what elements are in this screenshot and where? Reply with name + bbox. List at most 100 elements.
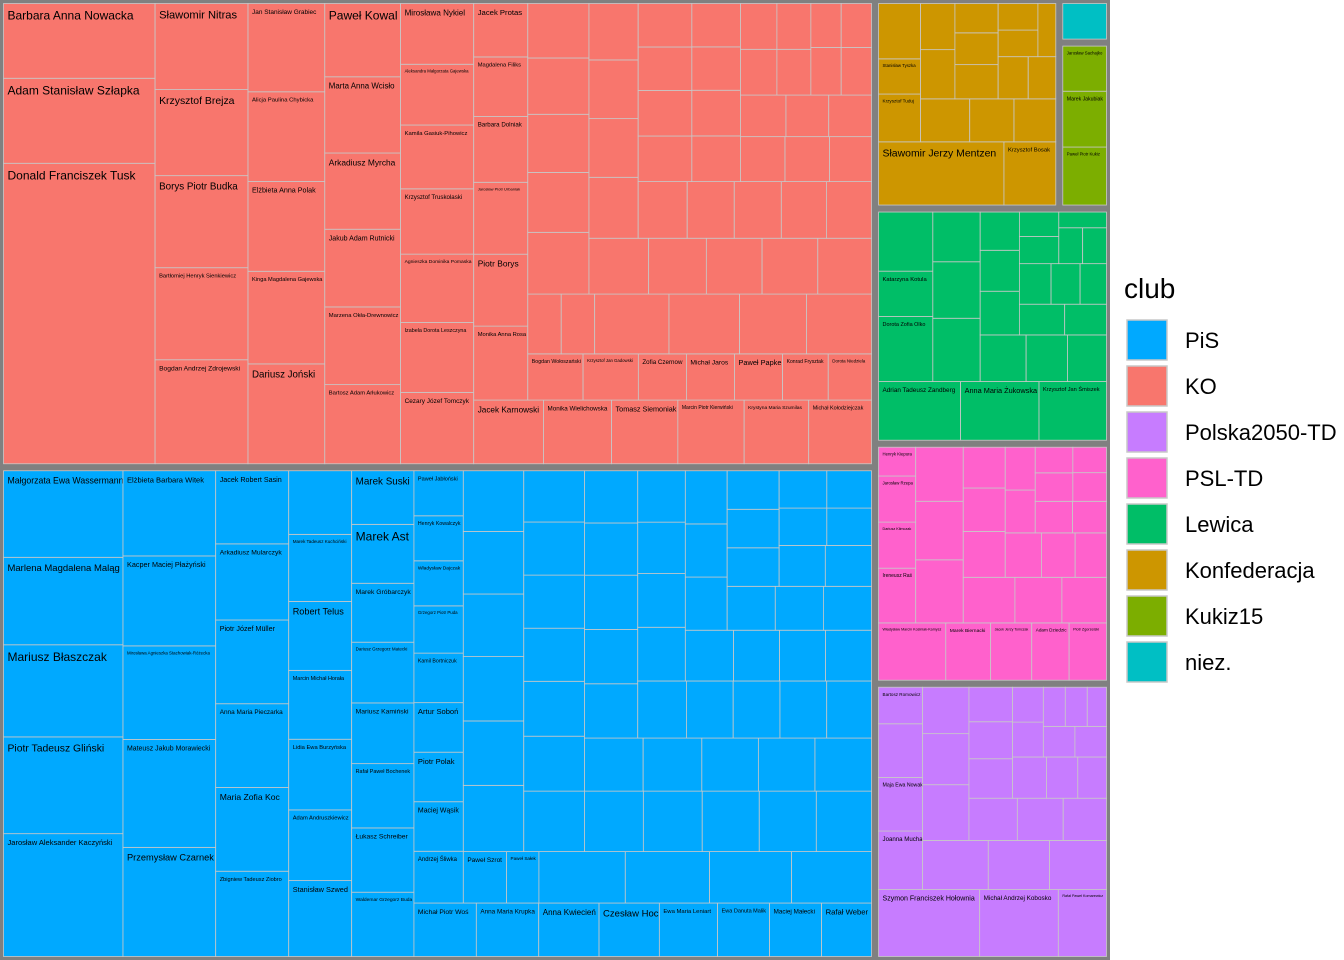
- treemap-cell: [705, 237, 763, 295]
- legend-label: Polska2050-TD: [1185, 420, 1337, 445]
- treemap-cell: [598, 902, 660, 957]
- treemap-cell: [543, 399, 612, 465]
- cell-label: Władysław Dajczak: [418, 566, 461, 572]
- treemap-cell: [684, 629, 734, 682]
- treemap-cell: [3, 162, 156, 465]
- cell-label: Marcin Piotr Kierwiński: [682, 405, 733, 411]
- treemap-cell: [733, 629, 780, 682]
- legend-label: PSL-TD: [1185, 466, 1263, 491]
- treemap-cell: [740, 94, 787, 138]
- treemap-cell: [968, 758, 1013, 799]
- treemap-cell: [878, 777, 924, 832]
- treemap-cell: [637, 181, 688, 239]
- treemap-cell: [1074, 725, 1107, 758]
- treemap-cell: [413, 751, 464, 803]
- cell-label: Jarosław Aleksander Kaczyński: [8, 838, 113, 847]
- cell-label: Katarzyna Kotula: [883, 277, 928, 283]
- treemap-cell: [922, 733, 970, 786]
- cell-label: Piotr Borys: [478, 259, 519, 269]
- cell-label: Jarosław Rzepa: [883, 480, 914, 485]
- treemap-cell: [878, 58, 921, 95]
- treemap-cell: [3, 470, 124, 558]
- treemap-cell: [1018, 236, 1060, 265]
- cell-label: Kinga Magdalena Gajewska: [252, 277, 323, 283]
- treemap-cell: [701, 737, 759, 792]
- cell-label: Rafał Weber: [826, 908, 869, 917]
- treemap-cell: [922, 686, 970, 735]
- treemap-cell: [806, 293, 872, 355]
- treemap-cell: [215, 470, 290, 545]
- cell-label: Magdalena Filiks: [478, 63, 521, 69]
- treemap-cell: [523, 521, 585, 576]
- treemap-cell: [878, 475, 917, 523]
- treemap-cell: [691, 46, 741, 91]
- treemap-cell: [1004, 489, 1036, 534]
- cell-label: Marzena Okła-Drewnowicz: [329, 313, 399, 319]
- treemap-cell: [878, 141, 1005, 206]
- treemap-cell: [684, 470, 728, 525]
- treemap-cell: [462, 784, 525, 852]
- treemap-cell: [584, 790, 644, 852]
- treemap-cell: [878, 830, 924, 890]
- treemap-cell: [473, 56, 529, 117]
- cell-label: Bartosz Romowicz: [883, 692, 922, 697]
- cell-label: Arkadiusz Mularczyk: [220, 550, 283, 557]
- legend-label: Lewica: [1185, 512, 1254, 537]
- cell-label: Jarosław Piotr Urbaniak: [478, 186, 521, 191]
- treemap-cell: [778, 544, 826, 587]
- treemap-cell: [1049, 840, 1107, 890]
- treemap-cell: [538, 851, 626, 904]
- treemap-cell: [288, 601, 353, 671]
- legend-swatch: [1126, 319, 1168, 361]
- cell-label: Piotr Polak: [418, 757, 455, 766]
- treemap-cell: [1062, 797, 1107, 841]
- treemap-cell: [473, 181, 529, 255]
- treemap-cell: [1062, 45, 1107, 92]
- treemap-cell: [962, 576, 1016, 624]
- cell-label: Rafał Paweł Komarewicz: [1062, 894, 1103, 898]
- treemap-cell: [624, 851, 710, 904]
- treemap-cell: [215, 543, 290, 621]
- treemap-cell: [686, 680, 734, 739]
- treemap-cell: [215, 870, 290, 957]
- treemap-cell: [779, 680, 828, 739]
- treemap-cell: [413, 850, 464, 904]
- treemap-cell: [122, 555, 217, 647]
- treemap-cell: [979, 211, 1020, 251]
- treemap-cell: [828, 94, 872, 138]
- treemap-cell: [1064, 686, 1088, 727]
- treemap-cell: [826, 181, 872, 239]
- treemap-cell: [668, 293, 740, 355]
- cell-label: Marek Ast: [356, 529, 410, 543]
- treemap-cell: [462, 593, 525, 657]
- treemap-cell: [122, 739, 217, 848]
- cell-label: Agnieszka Dominika Pomaska: [405, 259, 472, 265]
- cell-label: Stanisław Tyszka: [883, 63, 917, 68]
- cell-label: Anna Maria Krupka: [480, 908, 535, 915]
- cell-label: Paweł Sałek: [511, 856, 537, 861]
- treemap-cell: [920, 3, 956, 51]
- treemap-cell: [1016, 797, 1064, 841]
- cell-label: Krzysztof Jan Śmiszek: [1043, 385, 1100, 393]
- treemap-cell: [1072, 446, 1107, 474]
- cell-label: Cezary Józef Tomczyk: [405, 398, 470, 405]
- cell-label: Czesław Hoc: [603, 909, 659, 920]
- cell-label: Marek Gróbarczyk: [356, 589, 412, 596]
- treemap-cell: [739, 293, 807, 355]
- cell-label: Grzegorz Piotr Puda: [418, 610, 458, 615]
- treemap-cell: [637, 470, 686, 523]
- treemap-cell: [154, 175, 249, 269]
- treemap-cell: [761, 237, 819, 295]
- cell-label: Ewa Danuta Malik: [722, 909, 767, 915]
- cell-label: Marlena Magdalena Maląg: [8, 563, 120, 574]
- treemap-cell: [527, 171, 590, 233]
- treemap-cell: [288, 470, 353, 535]
- treemap-cell: [954, 3, 999, 34]
- treemap-cell: [1086, 686, 1107, 727]
- cell-label: Krzysztof Jan Gadowski: [587, 358, 633, 363]
- legend-swatch: [1126, 641, 1168, 683]
- treemap-cell: [473, 116, 529, 183]
- cell-label: Andrzej Śliwka: [418, 855, 458, 863]
- treemap-cell: [154, 359, 249, 465]
- cell-label: Dorota Zofia Olko: [883, 322, 926, 328]
